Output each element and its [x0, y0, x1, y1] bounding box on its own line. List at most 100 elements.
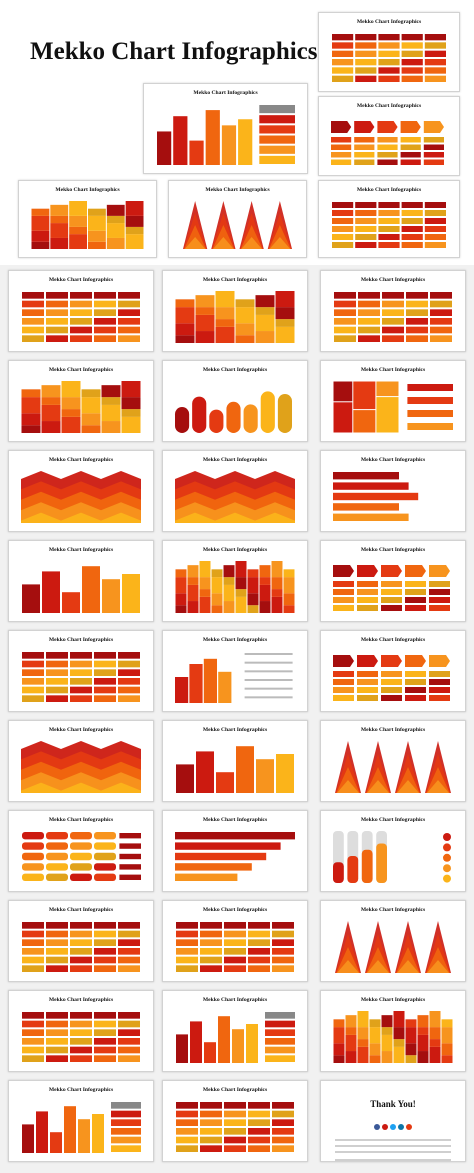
- slide-title: Mekko Chart Infographics: [360, 907, 426, 913]
- slide-thumbnail[interactable]: Mekko Chart Infographics: [8, 630, 154, 712]
- slide-thumbnail[interactable]: Mekko Chart Infographics: [318, 12, 460, 92]
- slide-graphic: [334, 292, 452, 342]
- slide-graphic: [157, 105, 295, 165]
- thank-you-text: Thank You!: [370, 1099, 416, 1109]
- text-line: [335, 1139, 451, 1141]
- slide-thumbnail[interactable]: Mekko Chart Infographics: [8, 540, 154, 622]
- slide-thumbnail[interactable]: Thank You!: [320, 1080, 466, 1162]
- slide-thumbnail[interactable]: Mekko Chart Infographics: [320, 990, 466, 1072]
- slide-graphic: [333, 565, 450, 611]
- slide-title: Mekko Chart Infographics: [202, 727, 268, 733]
- slide-title: Mekko Chart Infographics: [360, 277, 426, 283]
- slide-graphic: [333, 1011, 453, 1063]
- slide-title: Mekko Chart Infographics: [356, 187, 422, 193]
- slide-graphic: [21, 741, 141, 793]
- slide-thumbnail[interactable]: Mekko Chart Infographics: [320, 720, 466, 802]
- slide-title: Mekko Chart Infographics: [55, 187, 120, 193]
- slide-thumbnail[interactable]: Mekko Chart Infographics: [168, 180, 307, 258]
- slide-thumbnail[interactable]: Mekko Chart Infographics: [320, 360, 466, 442]
- slide-thumbnail[interactable]: Mekko Chart Infographics: [162, 270, 308, 352]
- slide-thumbnail[interactable]: Mekko Chart Infographics: [8, 810, 154, 892]
- slide-thumbnail[interactable]: Mekko Chart Infographics: [8, 270, 154, 352]
- slide-graphic: [333, 472, 419, 521]
- slide-thumbnail[interactable]: Mekko Chart Infographics: [8, 360, 154, 442]
- slide-title: Mekko Chart Infographics: [360, 997, 426, 1003]
- slide-thumbnail[interactable]: Mekko Chart Infographics: [8, 990, 154, 1072]
- slide-title: Mekko Chart Infographics: [360, 637, 426, 643]
- slide-graphic: [175, 291, 295, 343]
- slide-thumbnail[interactable]: Mekko Chart Infographics: [320, 450, 466, 532]
- slide-graphic: [332, 202, 446, 248]
- slide-graphic: [175, 471, 295, 523]
- slide-title: Mekko Chart Infographics: [360, 367, 426, 373]
- slide-thumbnail[interactable]: Mekko Chart Infographics: [162, 1080, 308, 1162]
- slide-thumbnail[interactable]: Mekko Chart Infographics: [8, 1080, 154, 1162]
- slide-title: Mekko Chart Infographics: [360, 457, 426, 463]
- slide-graphic: [31, 201, 144, 249]
- slide-thumbnail[interactable]: Mekko Chart Infographics: [162, 810, 308, 892]
- slide-graphic: [332, 34, 446, 82]
- slide-graphic: [176, 922, 294, 972]
- slide-title: Mekko Chart Infographics: [360, 547, 426, 553]
- slide-thumbnail[interactable]: Mekko Chart Infographics: [162, 900, 308, 982]
- slide-title: Mekko Chart Infographics: [202, 367, 268, 373]
- slide-title: Mekko Chart Infographics: [48, 727, 114, 733]
- slide-graphic: [22, 566, 140, 613]
- slide-thumbnail[interactable]: Mekko Chart Infographics: [162, 450, 308, 532]
- slide-title: Mekko Chart Infographics: [48, 817, 114, 823]
- social-icons: [374, 1124, 412, 1130]
- slide-thumbnail[interactable]: Mekko Chart Infographics: [162, 540, 308, 622]
- slide-graphic: [22, 922, 140, 972]
- slide-title: Mekko Chart Infographics: [202, 907, 268, 913]
- slide-thumbnail[interactable]: Mekko Chart Infographics: [8, 450, 154, 532]
- slide-title: Mekko Chart Infographics: [202, 457, 268, 463]
- slide-thumbnail[interactable]: Mekko Chart Infographics: [320, 270, 466, 352]
- slide-title: Mekko Chart Infographics: [48, 1087, 114, 1093]
- slide-thumbnail[interactable]: Mekko Chart Infographics: [8, 900, 154, 982]
- slide-title: Mekko Chart Infographics: [202, 547, 268, 553]
- slide-graphic: [175, 832, 295, 881]
- slide-graphic: [176, 1102, 294, 1152]
- slide-thumbnail[interactable]: Mekko Chart Infographics: [320, 540, 466, 622]
- slide-graphic: [21, 381, 141, 433]
- slide-graphic: [175, 653, 293, 703]
- slide-thumbnail[interactable]: Mekko Chart Infographics: [18, 180, 157, 258]
- text-line: [335, 1151, 451, 1153]
- slide-title: Mekko Chart Infographics: [205, 187, 270, 193]
- slide-thumbnail[interactable]: Mekko Chart Infographics: [8, 720, 154, 802]
- slide-thumbnail[interactable]: Mekko Chart Infographics: [320, 810, 466, 892]
- slide-thumbnail[interactable]: Mekko Chart Infographics: [162, 990, 308, 1072]
- slide-thumbnail[interactable]: Mekko Chart Infographics: [162, 630, 308, 712]
- slide-title: Mekko Chart Infographics: [202, 637, 268, 643]
- slide-graphic: [183, 201, 292, 249]
- slide-title: Mekko Chart Infographics: [48, 547, 114, 553]
- slide-title: Mekko Chart Infographics: [360, 817, 426, 823]
- slide-graphic: [333, 831, 451, 883]
- slide-graphic: [21, 471, 141, 523]
- slide-title: Mekko Chart Infographics: [48, 907, 114, 913]
- page-title: Mekko Chart Infographics: [30, 38, 318, 65]
- slide-title: Mekko Chart Infographics: [48, 367, 114, 373]
- text-line: [335, 1145, 451, 1147]
- slide-graphic: [22, 832, 141, 881]
- slide-title: Mekko Chart Infographics: [48, 277, 114, 283]
- slide-thumbnail[interactable]: Mekko Chart Infographics: [162, 360, 308, 442]
- slide-thumbnail[interactable]: Mekko Chart Infographics: [320, 630, 466, 712]
- slide-title: Mekko Chart Infographics: [202, 277, 268, 283]
- slide-graphic: [175, 391, 292, 433]
- text-line: [335, 1159, 451, 1161]
- slide-title: Mekko Chart Infographics: [48, 637, 114, 643]
- slide-graphic: [333, 655, 450, 701]
- slide-graphic: [22, 292, 140, 342]
- slide-graphic: [22, 1012, 140, 1062]
- slide-graphic: [335, 741, 451, 793]
- slide-title: Mekko Chart Infographics: [202, 997, 268, 1003]
- slide-thumbnail[interactable]: Mekko Chart Infographics: [320, 900, 466, 982]
- slide-graphic: [22, 652, 140, 702]
- slide-thumbnail[interactable]: Mekko Chart Infographics: [318, 180, 460, 258]
- slide-thumbnail[interactable]: Mekko Chart Infographics: [162, 720, 308, 802]
- slide-thumbnail[interactable]: Mekko Chart Infographics: [143, 83, 308, 174]
- slide-thumbnail[interactable]: Mekko Chart Infographics: [318, 96, 460, 176]
- slide-graphic: [175, 561, 295, 613]
- slide-graphic: [176, 1012, 295, 1063]
